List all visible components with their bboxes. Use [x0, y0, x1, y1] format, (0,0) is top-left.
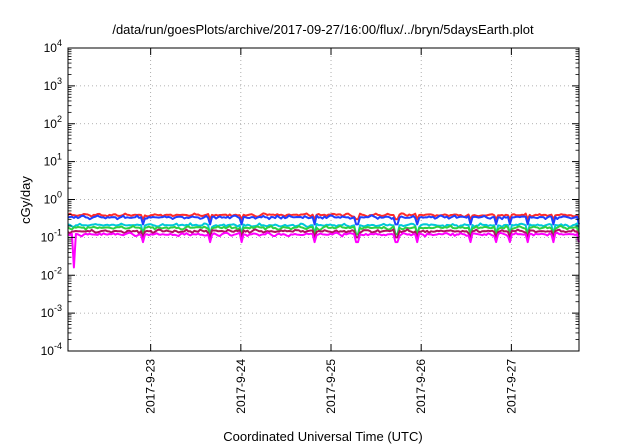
y-tick-label: 10-4: [41, 341, 62, 358]
series-lines: [67, 212, 580, 269]
ticks: [68, 47, 579, 352]
y-tick-label: 104: [44, 38, 62, 55]
x-tick-label: 2017-9-24: [234, 359, 248, 414]
x-tick-label: 2017-9-26: [414, 359, 428, 414]
x-axis-title: Coordinated Universal Time (UTC): [223, 429, 422, 444]
y-tick-label: 102: [44, 114, 62, 131]
x-tick-labels: 2017-9-23 2017-9-24 2017-9-25 2017-9-26 2017…: [144, 359, 519, 414]
y-tick-label: 10-2: [41, 265, 62, 282]
y-tick-label: 10-1: [41, 227, 62, 244]
series-line: [67, 228, 580, 239]
x-tick-label: 2017-9-25: [324, 359, 338, 414]
y-tick-labels: 10-4 10-3 10-2 10-1 100 101 102 103 104: [41, 38, 62, 358]
y-axis-title: cGy/day: [18, 176, 33, 224]
series-line: [67, 222, 580, 236]
series-line: [67, 212, 580, 221]
series-line: [67, 224, 580, 236]
series-line: [67, 231, 580, 269]
x-tick-label: 2017-9-27: [504, 359, 518, 414]
y-tick-label: 100: [44, 190, 62, 207]
y-tick-label: 103: [44, 76, 62, 93]
y-tick-label: 101: [44, 152, 62, 169]
grid-lines: [68, 48, 579, 351]
series-line: [67, 214, 580, 226]
x-tick-label: 2017-9-23: [144, 359, 158, 414]
y-tick-label: 10-3: [41, 303, 62, 320]
chart-title: /data/run/goesPlots/archive/2017-09-27/1…: [112, 22, 534, 37]
